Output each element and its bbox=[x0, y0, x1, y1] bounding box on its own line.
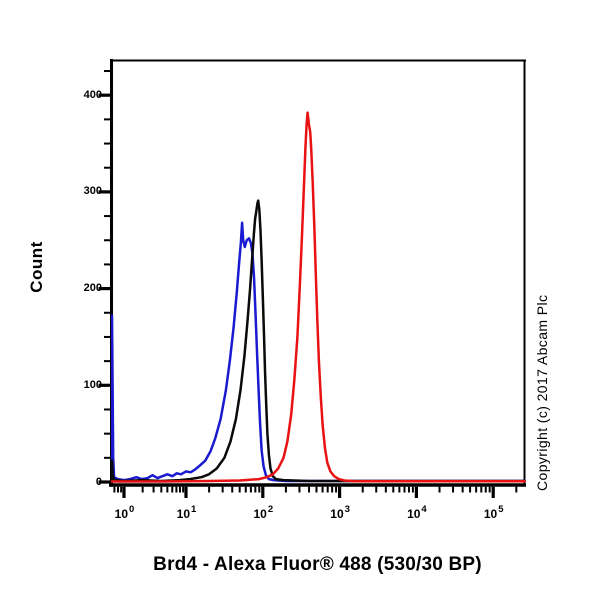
blue-curve bbox=[111, 221, 526, 483]
plot-frame bbox=[109, 59, 526, 487]
x-tick-label: 104 bbox=[407, 504, 427, 521]
axis-ticks bbox=[98, 70, 518, 498]
x-tick-label: 100 bbox=[114, 504, 135, 521]
x-axis-title: Brd4 - Alexa Fluor® 488 (530/30 BP) bbox=[153, 554, 482, 575]
red-curve bbox=[111, 111, 526, 483]
x-tick-label: 102 bbox=[253, 504, 274, 521]
y-axis-label: Count bbox=[27, 241, 46, 293]
x-tick-label: 101 bbox=[176, 504, 197, 521]
y-tick-label: 0 bbox=[95, 475, 102, 488]
histogram-curves bbox=[111, 111, 526, 483]
y-tick-label: 300 bbox=[83, 185, 102, 198]
copyright-text: Copyright (c) 2017 Abcam Plc bbox=[534, 294, 550, 491]
y-tick-label: 400 bbox=[83, 88, 102, 101]
y-tick-label: 200 bbox=[83, 282, 102, 295]
x-tick-label: 103 bbox=[330, 504, 350, 521]
y-tick-label: 100 bbox=[83, 378, 102, 391]
x-tick-label: 105 bbox=[483, 504, 504, 521]
